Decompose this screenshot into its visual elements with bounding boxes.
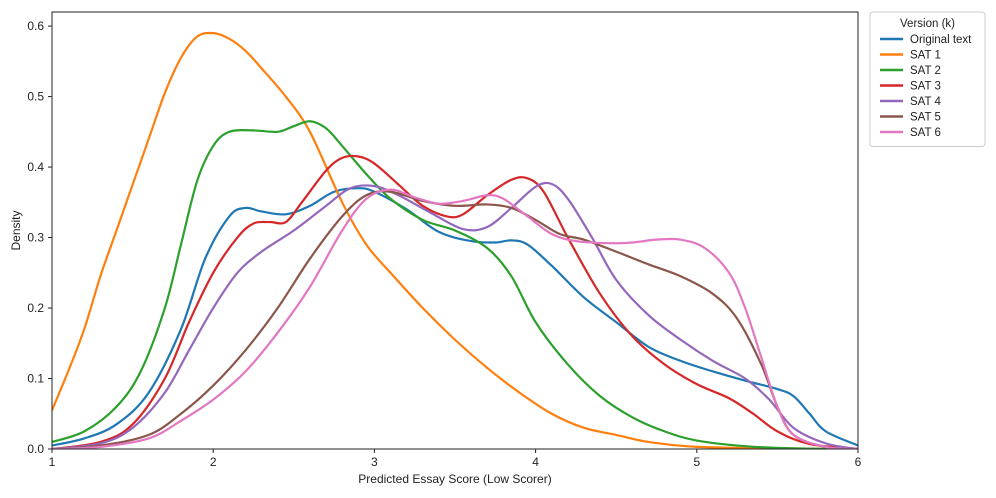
x-tick-label: 4 (532, 455, 539, 469)
x-tick-label: 3 (371, 455, 378, 469)
x-tick-label: 6 (855, 455, 862, 469)
x-tick-label: 1 (49, 455, 56, 469)
x-tick-label: 2 (210, 455, 217, 469)
y-tick-label: 0.0 (27, 442, 44, 456)
y-axis-title: Density (9, 210, 23, 250)
x-axis: 1 2 3 4 5 6 (49, 449, 862, 469)
y-tick-label: 0.3 (27, 231, 44, 245)
series-line-sat-2 (52, 120, 858, 449)
series-line-sat-4 (52, 181, 858, 449)
series-line-sat-6 (52, 188, 858, 449)
y-tick-label: 0.1 (27, 372, 44, 386)
legend-label: SAT 4 (910, 96, 941, 108)
series-line-original-text (52, 187, 858, 447)
series-line-sat-1 (52, 31, 858, 449)
legend-label: SAT 3 (910, 81, 941, 93)
series-line-sat-3 (52, 154, 858, 449)
legend-title: Version (k) (900, 18, 955, 30)
legend-label: SAT 2 (910, 65, 941, 77)
series-line-sat-5 (52, 190, 858, 449)
y-axis: 0.0 0.1 0.2 0.3 0.4 0.5 0.6 (27, 19, 52, 456)
legend-label: SAT 5 (910, 112, 941, 124)
y-tick-label: 0.2 (27, 301, 44, 315)
legend: Version (k) Original text SAT 1 SAT 2 SAT 3 S… (869, 11, 986, 147)
legend-label: SAT 6 (910, 127, 941, 139)
y-tick-label: 0.5 (27, 90, 44, 104)
y-tick-label: 0.4 (27, 160, 44, 174)
legend-label: Original text (910, 34, 972, 46)
legend-label: SAT 1 (910, 50, 941, 62)
series-lines (52, 31, 858, 449)
x-axis-title: Predicted Essay Score (Low Scorer) (358, 472, 551, 486)
plot-frame (51, 11, 859, 450)
y-tick-label: 0.6 (27, 19, 44, 33)
x-tick-label: 5 (693, 455, 700, 469)
legend-box (869, 11, 986, 147)
